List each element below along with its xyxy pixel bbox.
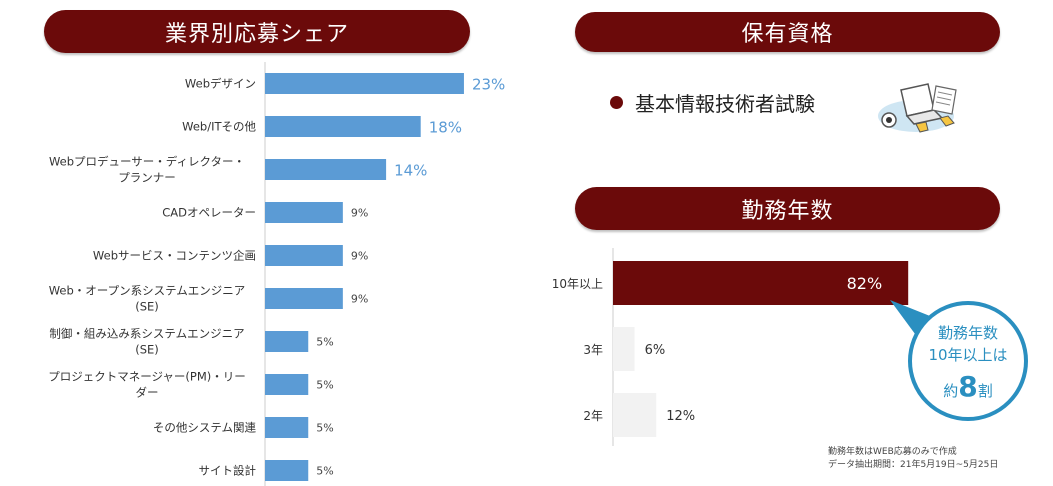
footnote: 勤務年数はWEB応募のみで作成 データ抽出期間：21年5月19日~5月25日 <box>828 446 998 472</box>
share-value-label-2: 14% <box>394 162 427 180</box>
tenure-category-label-1: 3年 <box>583 343 603 357</box>
share-value-label-3: 9% <box>351 207 368 220</box>
callout-line2: 10年以上は <box>928 346 1007 364</box>
bullet-dot-icon <box>610 96 623 109</box>
share-category-line: Web・オープン系システムエンジニア <box>49 284 246 298</box>
share-bar-0 <box>265 73 464 94</box>
qualification-item-label: 基本情報技術者試験 <box>635 92 815 116</box>
share-category-label-3: CADオペレーター <box>162 206 256 220</box>
footnote-line2: データ抽出期間：21年5月19日~5月25日 <box>828 460 999 470</box>
qualification-header: 保有資格 <box>575 12 1000 52</box>
share-category-label-9: サイト設計 <box>199 464 257 478</box>
footnote-line1: 勤務年数はWEB応募のみで作成 <box>828 447 957 457</box>
callout-line1: 勤務年数 <box>938 324 998 342</box>
share-category-line: Webプロデューサー・ディレクター・ <box>49 155 245 169</box>
share-category-line: プランナー <box>118 171 176 185</box>
tenure-category-label-2: 2年 <box>583 409 603 423</box>
callout-suffix: 割 <box>978 382 993 400</box>
share-value-label-6: 5% <box>316 336 333 349</box>
share-bar-7 <box>265 374 309 395</box>
share-category-label-8: その他システム関連 <box>153 421 257 435</box>
share-category-line: 制御・組み込み系システムエンジニア <box>49 327 244 341</box>
tenure-header-title: 勤務年数 <box>741 198 834 224</box>
share-category-label-1: Web/ITその他 <box>182 120 256 134</box>
share-category-label-5: Web・オープン系システムエンジニア (SE) <box>49 284 246 314</box>
share-header: 業界別応募シェア <box>44 10 470 53</box>
industry-share-chart: 23% Webデザイン 18% Web/ITその他 14% Webプロデューサー・ディレク… <box>48 62 505 486</box>
share-value-label-0: 23% <box>472 76 505 94</box>
share-value-label-5: 9% <box>351 293 368 306</box>
tenure-bar-2 <box>613 393 657 437</box>
share-bar-5 <box>265 288 343 309</box>
share-category-label-0: Webデザイン <box>185 77 256 91</box>
tenure-value-label-2: 12% <box>666 409 695 424</box>
callout-prefix: 約 <box>943 382 958 400</box>
tenure-value-label-0: 82% <box>847 274 883 293</box>
share-category-line: (SE) <box>135 300 159 314</box>
share-bar-4 <box>265 245 343 266</box>
share-value-label-7: 5% <box>316 379 333 392</box>
tenure-bar-0 <box>613 261 909 305</box>
share-category-line: Webデザイン <box>185 77 256 91</box>
share-bar-9 <box>265 460 309 481</box>
share-category-label-2: Webプロデューサー・ディレクター・プランナー <box>49 155 245 185</box>
callout-line3: 約8割 <box>943 370 993 403</box>
share-value-label-1: 18% <box>429 119 462 137</box>
share-category-label-7: プロジェクトマネージャー(PM)・リーダー <box>48 370 246 400</box>
share-value-label-8: 5% <box>316 422 333 435</box>
tenure-category-label-0: 10年以上 <box>552 277 603 291</box>
tenure-value-label-1: 6% <box>645 343 666 358</box>
share-category-label-6: 制御・組み込み系システムエンジニア (SE) <box>49 327 244 357</box>
share-category-label-4: Webサービス・コンテンツ企画 <box>93 249 256 263</box>
share-value-label-4: 9% <box>351 250 368 263</box>
share-category-line: (SE) <box>135 343 159 357</box>
share-bar-2 <box>265 159 387 180</box>
qualification-item: 基本情報技術者試験 <box>610 88 815 117</box>
share-category-line: CADオペレーター <box>162 206 256 220</box>
share-bar-1 <box>265 116 421 137</box>
share-bar-6 <box>265 331 309 352</box>
share-category-line: サイト設計 <box>199 464 257 478</box>
callout-number: 8 <box>958 370 977 403</box>
share-category-line: その他システム関連 <box>153 421 257 435</box>
share-bar-8 <box>265 417 309 438</box>
tenure-bar-1 <box>613 327 635 371</box>
laptop-illustration-icon <box>878 83 957 133</box>
share-category-line: ダー <box>136 386 159 400</box>
tenure-header: 勤務年数 <box>575 187 1000 230</box>
qualification-header-title: 保有資格 <box>741 22 834 47</box>
share-bar-3 <box>265 202 343 223</box>
share-category-line: プロジェクトマネージャー(PM)・リー <box>48 370 246 384</box>
share-header-title: 業界別応募シェア <box>164 21 349 47</box>
share-category-line: Web/ITその他 <box>182 120 256 134</box>
share-value-label-9: 5% <box>316 465 333 478</box>
share-category-line: Webサービス・コンテンツ企画 <box>93 249 256 263</box>
